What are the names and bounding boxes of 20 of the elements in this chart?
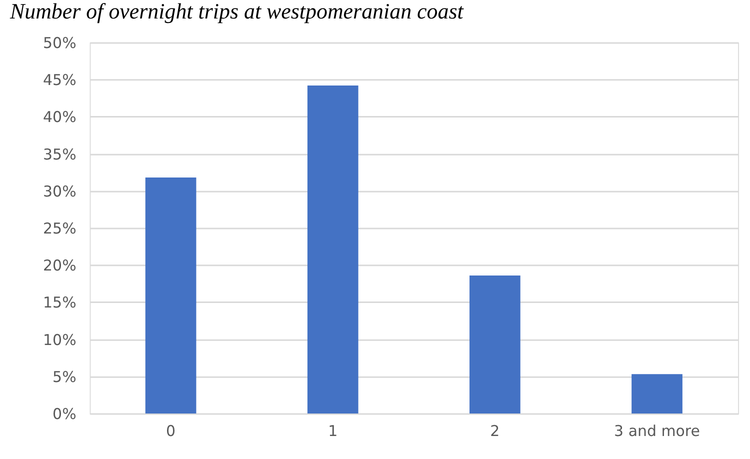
x-tick-label: 2	[490, 422, 500, 440]
bar	[307, 86, 358, 414]
y-tick-label: 0%	[52, 404, 76, 423]
bar	[145, 178, 196, 414]
y-tick-label: 30%	[43, 182, 76, 200]
x-tick-label: 1	[328, 422, 338, 440]
y-tick-label: 10%	[43, 330, 76, 349]
bar	[470, 275, 520, 414]
y-tick-label: 45%	[43, 71, 76, 90]
y-tick-label: 25%	[43, 219, 76, 238]
chart-title: Number of overnight trips at westpomeranian coast	[8, 0, 464, 24]
y-tick-label: 5%	[52, 368, 76, 386]
y-tick-label: 50%	[43, 34, 76, 52]
y-tick-label: 40%	[43, 108, 76, 126]
y-tick-label: 35%	[43, 145, 76, 164]
x-tick-label: 3 and more	[614, 422, 700, 440]
bar	[632, 374, 682, 414]
y-tick-label: 20%	[43, 256, 76, 275]
y-tick-label: 15%	[43, 294, 76, 312]
x-tick-label: 0	[166, 422, 176, 440]
